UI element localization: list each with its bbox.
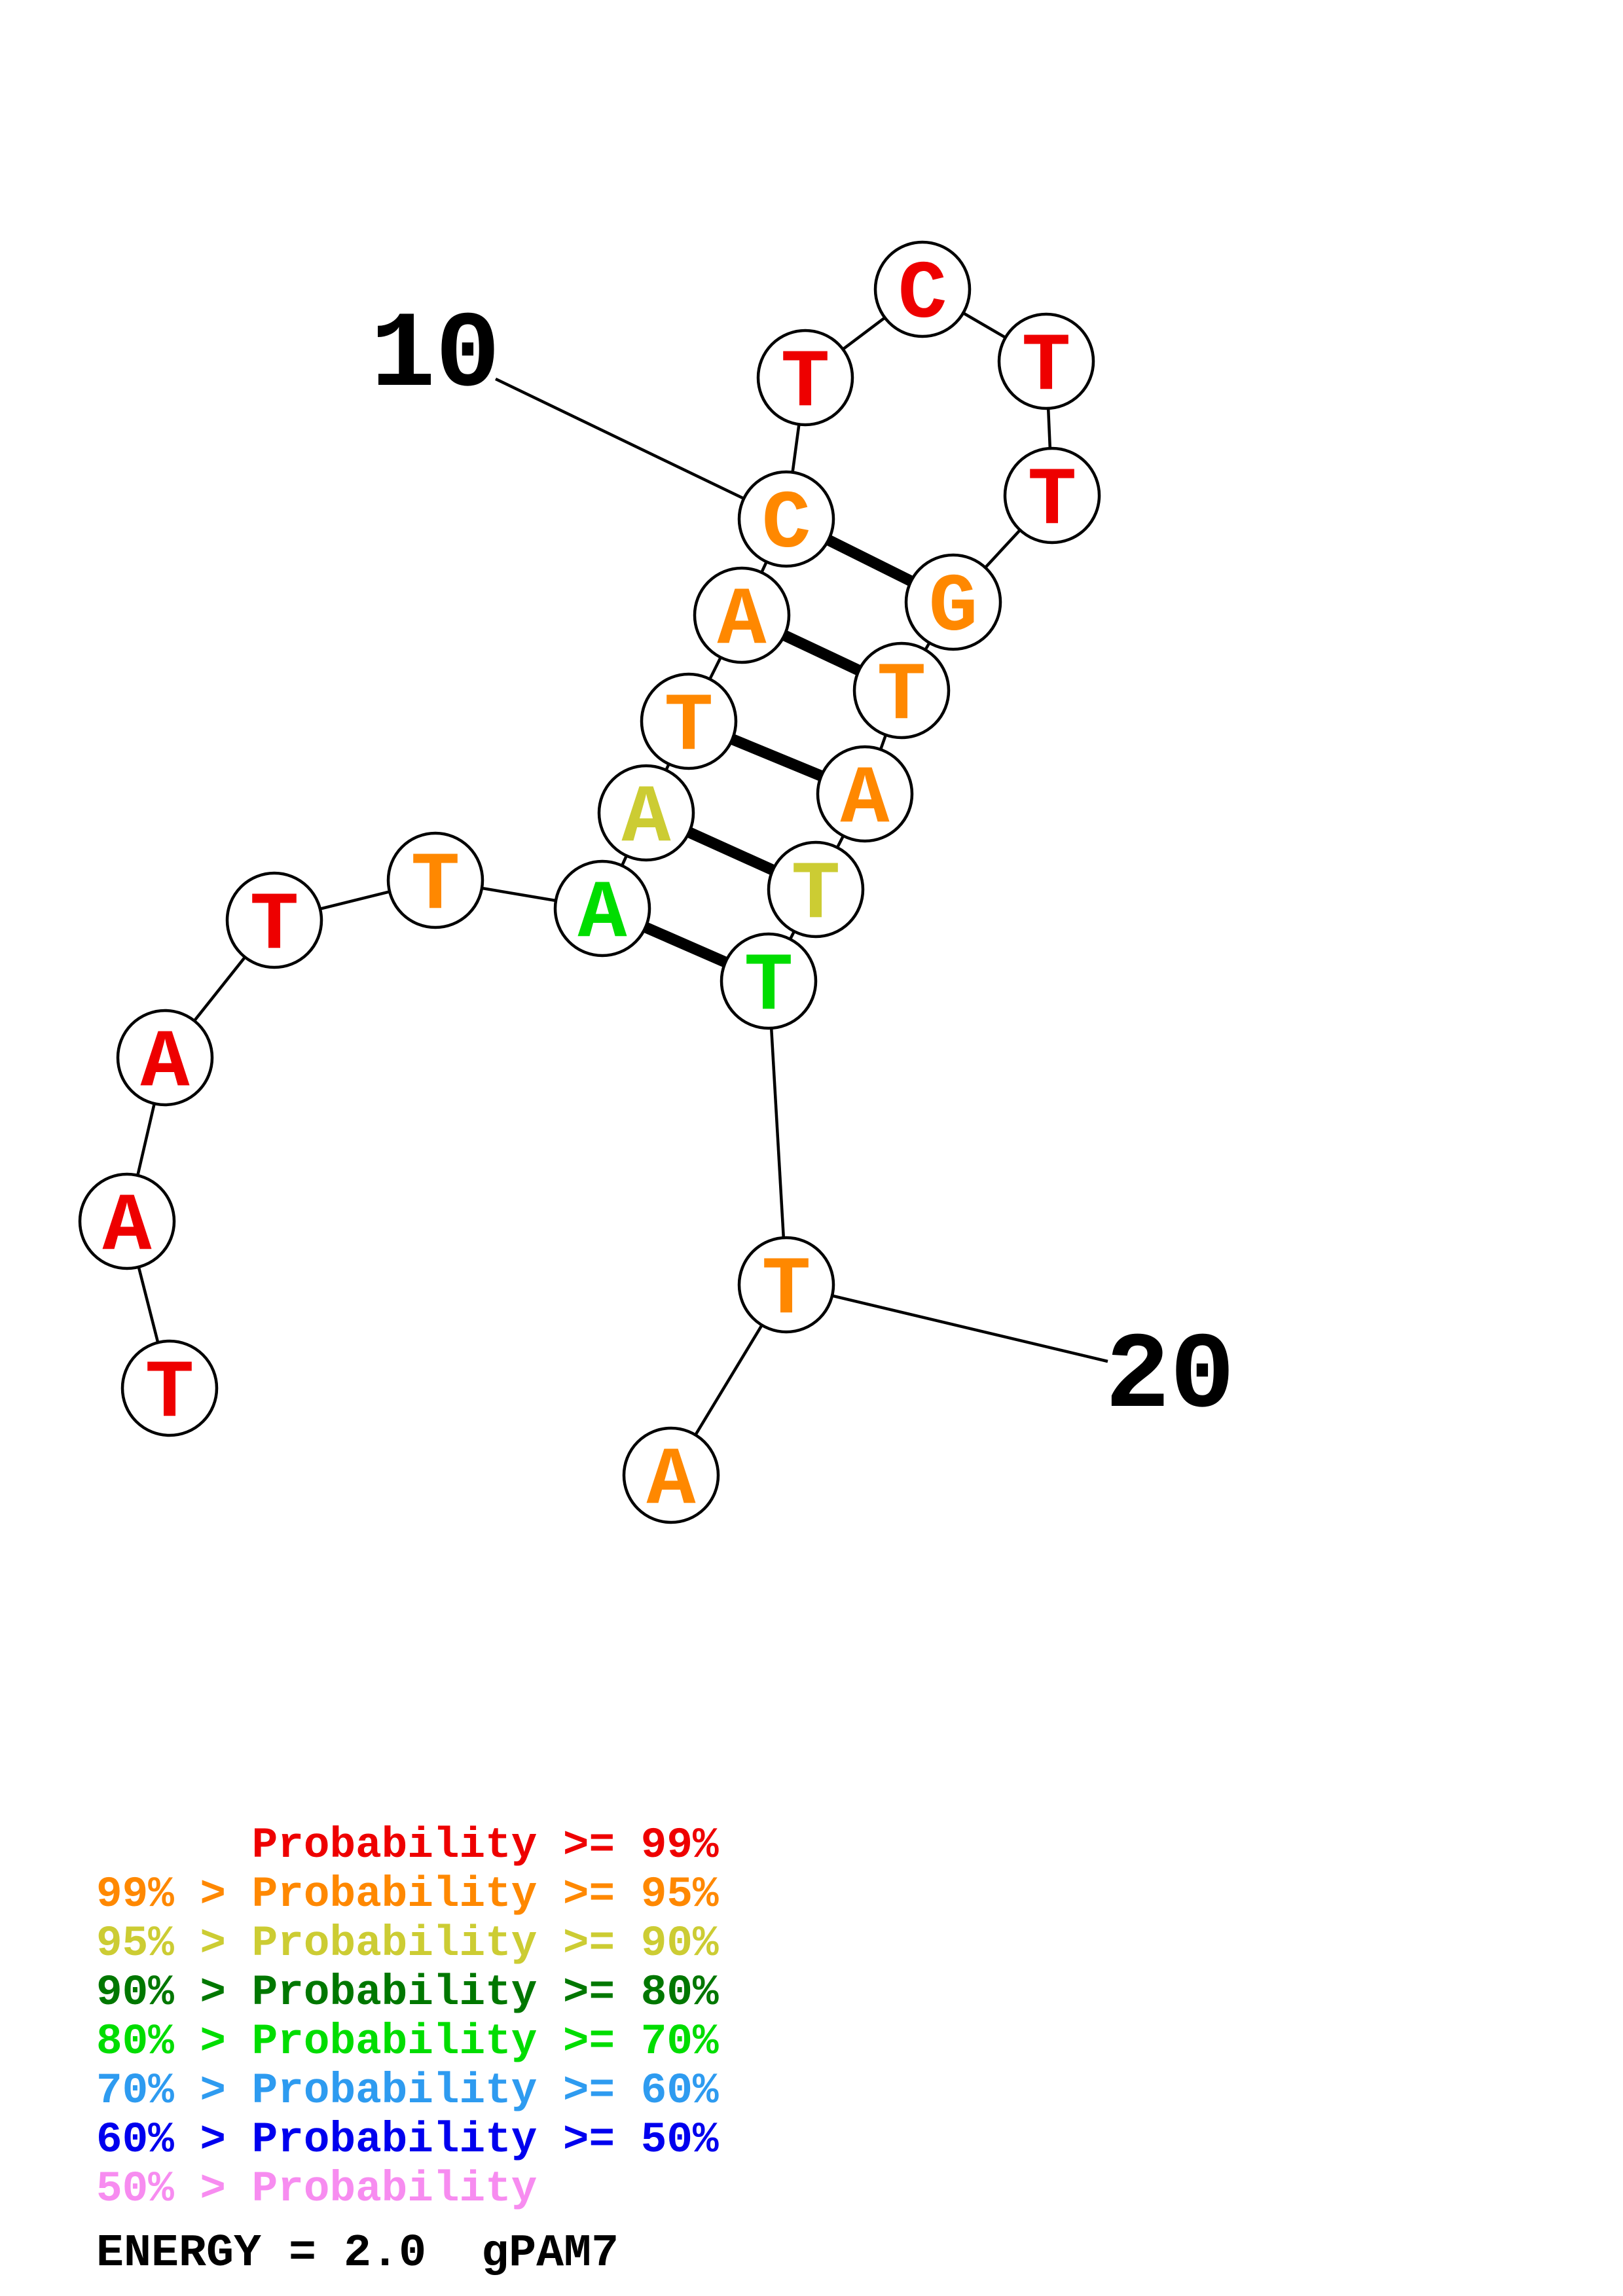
nucleotide-base: G xyxy=(928,562,977,655)
backbone-line xyxy=(767,980,788,1285)
nucleotide-circle xyxy=(116,1009,214,1107)
nucleotide-base: T xyxy=(744,941,793,1033)
nucleotide-circle xyxy=(553,859,651,958)
legend-row: 60% > Probability >= 50% xyxy=(96,2115,719,2164)
nucleotide-circle xyxy=(225,871,323,969)
label-pointer-line xyxy=(786,1283,1108,1363)
legend-row: 90% > Probability >= 80% xyxy=(96,1968,719,2017)
nucleotide-base: T xyxy=(145,1348,194,1441)
sequence-number-label: 10 xyxy=(371,295,500,418)
legend-row: 70% > Probability >= 60% xyxy=(96,2066,719,2115)
nucleotide-circle xyxy=(737,1236,835,1334)
legend-row: 95% > Probability >= 90% xyxy=(96,1919,719,1968)
nucleotide-base: C xyxy=(898,249,947,342)
probability-legend: Probability >= 99% 99% > Probability >= 9… xyxy=(96,1821,719,2214)
nucleotide-circle xyxy=(720,932,818,1030)
nucleotide-base: C xyxy=(761,478,811,571)
label-pointer-line xyxy=(495,377,787,521)
nucleotide-base: T xyxy=(1027,455,1076,548)
nucleotide-base: A xyxy=(621,772,671,865)
nucleotide-base: A xyxy=(646,1435,696,1528)
nucleotide-circle xyxy=(767,840,865,939)
nucleotide-base: T xyxy=(249,880,299,973)
nucleotide-circle xyxy=(997,312,1095,410)
legend-row: 80% > Probability >= 70% xyxy=(96,2017,719,2066)
energy-label: ENERGY = 2.0 gPAM7 xyxy=(96,2228,619,2280)
nucleotide-base: T xyxy=(664,681,713,774)
nucleotide-circle xyxy=(756,329,854,427)
nucleotide-circle xyxy=(737,470,835,568)
nucleotide-circle xyxy=(816,745,914,843)
nucleotide-base: A xyxy=(577,868,627,961)
nucleotide-base: A xyxy=(102,1181,152,1274)
nucleotide-circle xyxy=(622,1426,720,1524)
nucleotide-circle xyxy=(640,672,738,770)
nucleotide-base: T xyxy=(877,650,926,743)
nucleotide-base: T xyxy=(791,849,840,942)
nucleotide-circle xyxy=(597,764,695,862)
nucleotide-circle xyxy=(852,641,951,740)
nucleotide-base: T xyxy=(410,840,460,933)
legend-row: 99% > Probability >= 95% xyxy=(96,1870,719,1919)
nucleotide-circle xyxy=(693,566,791,664)
legend-row: Probability >= 99% xyxy=(96,1821,719,1870)
nucleotide-circle xyxy=(78,1172,176,1270)
nucleotide-base: A xyxy=(840,753,890,846)
nucleotide-base: T xyxy=(1021,321,1070,414)
nucleotide-base: T xyxy=(780,337,830,430)
nucleotide-circle xyxy=(1003,446,1101,545)
nucleotide-circle xyxy=(386,831,484,929)
nucleotide-base: A xyxy=(717,575,767,668)
nucleotide-circle xyxy=(120,1339,219,1437)
nucleotide-base: T xyxy=(761,1244,811,1337)
sequence-number-label: 20 xyxy=(1105,1316,1235,1439)
legend-row: 50% > Probability xyxy=(96,2164,538,2214)
nucleotide-base: A xyxy=(140,1017,190,1110)
nucleotide-circle xyxy=(904,553,1002,651)
nucleotide-circle xyxy=(873,240,972,338)
